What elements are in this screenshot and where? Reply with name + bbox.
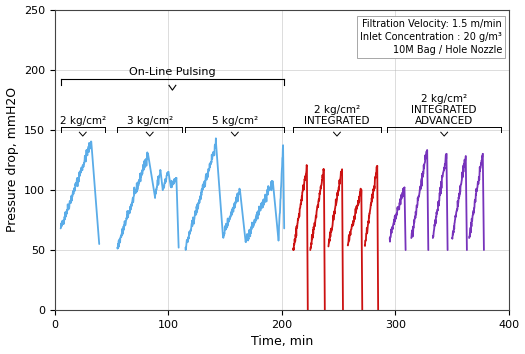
Text: 2 kg/cm²: 2 kg/cm² — [314, 105, 360, 115]
Text: INTEGRATED: INTEGRATED — [412, 105, 477, 115]
Text: 2 kg/cm²: 2 kg/cm² — [421, 94, 467, 104]
Text: INTEGRATED: INTEGRATED — [304, 116, 370, 126]
Y-axis label: Pressure drop, mmH2O: Pressure drop, mmH2O — [6, 87, 18, 233]
Text: 2 kg/cm²: 2 kg/cm² — [60, 116, 106, 126]
Text: ADVANCED: ADVANCED — [415, 116, 474, 126]
Text: 3 kg/cm²: 3 kg/cm² — [127, 116, 173, 126]
Text: Filtration Velocity: 1.5 m/min
Inlet Concentration : 20 g/m³
10M Bag / Hole Nozz: Filtration Velocity: 1.5 m/min Inlet Con… — [360, 18, 502, 55]
Text: 5 kg/cm²: 5 kg/cm² — [212, 116, 258, 126]
X-axis label: Time, min: Time, min — [251, 336, 313, 348]
Text: On-Line Pulsing: On-Line Pulsing — [129, 68, 216, 78]
